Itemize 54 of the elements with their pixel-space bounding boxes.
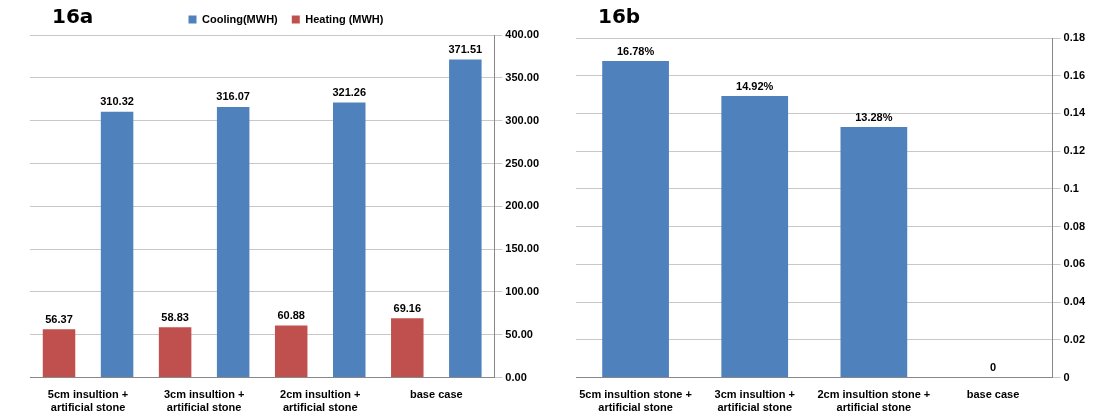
y-tick-label: 0.14	[1063, 106, 1086, 119]
data-label: 69.16	[393, 301, 422, 314]
bar	[391, 318, 424, 378]
y-tick-label: 0.06	[1063, 257, 1086, 270]
x-tick-label: 5cm insultion stone + artificial stone	[579, 388, 692, 414]
bar	[274, 325, 308, 378]
data-label: 16.78%	[616, 44, 655, 57]
x-tick-label: 3cm insultion + artificial stone	[163, 388, 245, 414]
bar	[42, 329, 76, 378]
bar	[158, 327, 192, 378]
data-label: 371.51	[448, 42, 483, 55]
x-tick-label: 3cm insultion + artificial stone	[714, 388, 795, 414]
bar	[449, 59, 482, 378]
x-tick-label: 2cm insultion stone + artificial stone	[817, 388, 931, 414]
data-label: 310.32	[100, 95, 134, 108]
y-tick-label: 350.00	[505, 70, 540, 83]
data-label: 321.26	[332, 85, 367, 98]
legend-label: Cooling(MWH)	[202, 12, 279, 25]
y-tick-label: 0.16	[1063, 68, 1086, 81]
data-label: 56.37	[45, 312, 73, 325]
chart-title: 16a	[52, 4, 94, 28]
x-tick-label: base case	[966, 388, 1020, 401]
chart-title: 16b	[598, 4, 641, 28]
y-tick-label: 150.00	[505, 242, 540, 255]
data-label: 60.88	[277, 308, 305, 321]
data-label: 13.28%	[855, 110, 893, 123]
legend-label: Heating (MWH)	[305, 12, 384, 25]
y-tick-label: 0.18	[1063, 31, 1086, 44]
bar	[216, 106, 250, 378]
y-tick-label: 0.04	[1063, 295, 1086, 308]
y-tick-label: 250.00	[505, 156, 540, 169]
y-tick-label: 0.08	[1063, 219, 1086, 232]
y-tick-label: 400.00	[505, 28, 540, 41]
y-tick-label: 0	[1063, 370, 1070, 383]
bar	[100, 111, 134, 378]
x-tick-label: 5cm insultion + artificial stone	[47, 388, 129, 414]
y-tick-label: 0.12	[1063, 144, 1086, 157]
x-tick-label: 2cm insultion + artificial stone	[280, 388, 361, 414]
y-tick-label: 300.00	[505, 113, 540, 126]
y-tick-label: 200.00	[505, 199, 540, 212]
y-tick-label: 0.1	[1063, 181, 1079, 194]
data-label: 14.92%	[736, 79, 774, 92]
y-tick-label: 100.00	[505, 284, 540, 297]
bar	[602, 61, 669, 378]
bar	[840, 127, 908, 378]
y-tick-label: 50.00	[505, 327, 533, 340]
data-label: 0	[989, 361, 997, 374]
data-label: 316.07	[216, 90, 250, 103]
y-tick-label: 0.00	[505, 370, 527, 383]
data-label: 58.83	[161, 310, 189, 323]
y-tick-label: 0.02	[1063, 332, 1086, 345]
x-tick-label: base case	[410, 388, 463, 401]
bar	[721, 96, 789, 378]
bar	[332, 102, 366, 378]
